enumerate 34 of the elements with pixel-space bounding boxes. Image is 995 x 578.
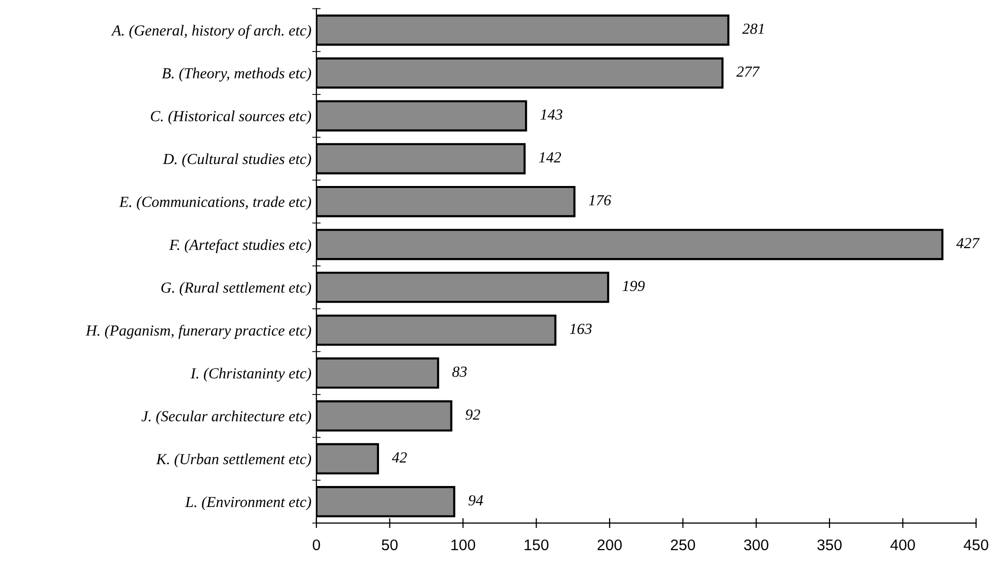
y-tick-label: E. (Communications, trade etc) bbox=[119, 196, 312, 210]
y-tick-label: K. (Urban settlement etc) bbox=[156, 453, 312, 468]
y-tick-label: B. (Theory, methods etc) bbox=[162, 68, 312, 82]
x-tick-label: 50 bbox=[382, 539, 398, 550]
y-tick-label: G. (Rural settlement etc) bbox=[161, 282, 312, 296]
x-tick-label: 200 bbox=[598, 539, 622, 550]
y-tick-label: C. (Historical sources etc) bbox=[150, 110, 312, 124]
x-tick-label: 350 bbox=[817, 539, 842, 550]
x-tick-label: 250 bbox=[670, 539, 696, 550]
x-tick-label: 450 bbox=[964, 539, 988, 550]
data-label: 94 bbox=[468, 495, 484, 506]
x-tick-label: 150 bbox=[524, 539, 548, 550]
data-label: 199 bbox=[622, 280, 645, 292]
x-tick-label: 0 bbox=[312, 539, 320, 550]
data-label: 92 bbox=[466, 409, 480, 420]
x-tick-label: 100 bbox=[451, 539, 476, 550]
data-label: 143 bbox=[540, 109, 562, 120]
y-tick-label: I. (Christaninty etc) bbox=[190, 368, 312, 382]
y-tick-label: J. (Secular architecture etc) bbox=[142, 410, 312, 424]
data-label: 42 bbox=[392, 452, 407, 462]
data-label: 142 bbox=[539, 152, 562, 162]
y-tick-label: F. (Artefact studies etc) bbox=[169, 239, 312, 254]
y-tick-label: A. (General, history of arch. etc) bbox=[111, 24, 312, 39]
data-label: 163 bbox=[570, 324, 592, 334]
y-tick-label: L. (Environment etc) bbox=[185, 496, 312, 510]
y-tick-label: D. (Cultural studies etc) bbox=[162, 153, 312, 168]
x-tick-label: 400 bbox=[890, 539, 915, 550]
x-tick-label: 300 bbox=[744, 539, 768, 550]
data-label: 427 bbox=[956, 238, 980, 248]
data-label: 83 bbox=[452, 366, 467, 377]
data-label: 277 bbox=[736, 66, 760, 77]
data-label: 281 bbox=[742, 24, 764, 34]
y-tick-label: H. (Paganism, funerary practice etc) bbox=[86, 324, 312, 339]
data-label: 176 bbox=[588, 195, 612, 206]
